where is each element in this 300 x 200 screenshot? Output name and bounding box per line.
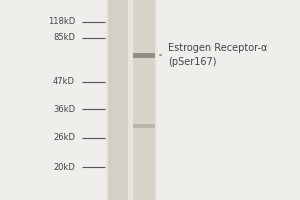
Bar xyxy=(133,52,155,58)
Text: 36kD: 36kD xyxy=(53,104,75,114)
Bar xyxy=(106,0,157,200)
Text: 47kD: 47kD xyxy=(53,77,75,86)
Text: Estrogen Receptor-α
(pSer167): Estrogen Receptor-α (pSer167) xyxy=(168,43,267,67)
Bar xyxy=(133,0,155,200)
Text: 20kD: 20kD xyxy=(53,162,75,171)
Bar xyxy=(133,124,155,128)
Text: 118kD: 118kD xyxy=(48,18,75,26)
Text: 26kD: 26kD xyxy=(53,134,75,142)
Bar xyxy=(108,0,128,200)
Text: 85kD: 85kD xyxy=(53,33,75,43)
